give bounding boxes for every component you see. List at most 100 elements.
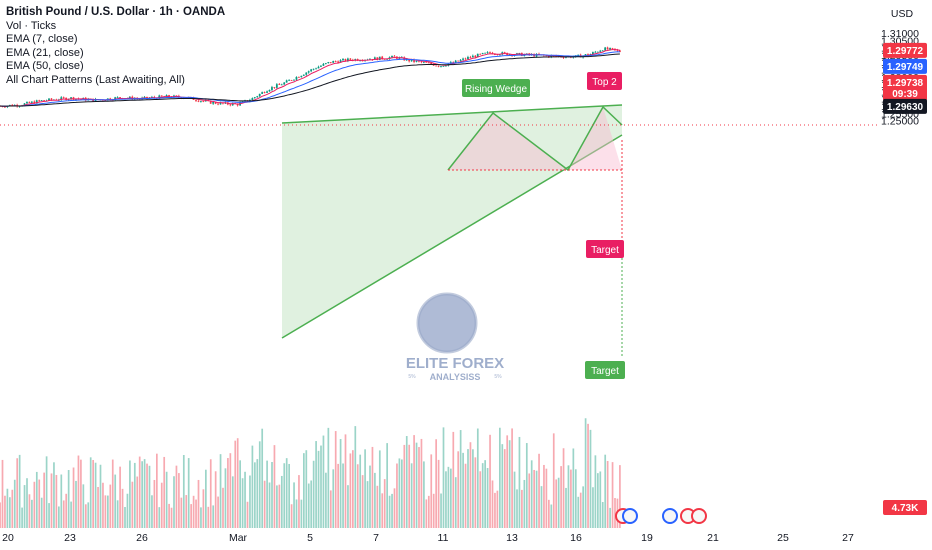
price-tick-label: 1.25000: [881, 116, 919, 128]
volume-bar: [479, 471, 482, 528]
flag-icon-us-2: [662, 508, 678, 524]
candle-body: [584, 54, 587, 56]
volume-bar: [0, 502, 1, 528]
indicator-ema7[interactable]: EMA (7, close): [6, 33, 78, 46]
indicator-ema50[interactable]: EMA (50, close): [6, 60, 84, 73]
candle-body: [457, 60, 460, 62]
candle-body: [339, 60, 342, 63]
time-tick-label: 25: [777, 532, 789, 544]
volume-bar: [114, 474, 117, 528]
time-tick-label: 13: [506, 532, 518, 544]
volume-bar: [381, 493, 384, 528]
candle-body: [587, 54, 589, 56]
candle-body: [596, 51, 599, 53]
volume-bar: [528, 473, 531, 528]
indicator-ema21[interactable]: EMA (21, close): [6, 46, 84, 59]
volume-bar: [276, 485, 278, 528]
watermark-logo-ring: [416, 292, 478, 354]
rising-wedge-label: [462, 79, 530, 97]
volume-bar: [391, 493, 393, 528]
volume-bar: [16, 458, 19, 528]
candle-body: [408, 58, 411, 62]
volume-bar: [38, 479, 41, 528]
volume-bar: [376, 485, 379, 528]
volume-bar: [315, 441, 317, 528]
volume-bar: [464, 463, 467, 528]
volume-bar: [592, 487, 594, 528]
volume-bar: [165, 471, 168, 528]
ema-lines: [0, 49, 621, 107]
candle-body: [312, 68, 315, 70]
candle-body: [8, 104, 11, 106]
volume-bar: [254, 462, 256, 528]
candle-body: [315, 68, 317, 70]
volume-bar: [50, 473, 53, 528]
time-axis[interactable]: 20 23 26 Mar 5 7 11 13 16 19 21 25 27: [2, 532, 854, 544]
candle-body: [391, 55, 393, 58]
volume-bar: [562, 448, 565, 528]
volume-bar: [107, 495, 109, 528]
volume-bar: [224, 468, 227, 528]
candle-body: [202, 101, 205, 103]
volume-bar: [23, 485, 26, 528]
candle-body: [307, 71, 310, 73]
volume-bar: [55, 474, 58, 528]
candle-body: [415, 60, 418, 62]
candle-body: [594, 51, 597, 53]
time-tick-label: 27: [842, 532, 854, 544]
volume-bar: [138, 456, 141, 528]
volume-bar: [462, 452, 464, 528]
volume-bar: [97, 486, 99, 528]
candle-body: [180, 97, 183, 99]
volume-bar: [283, 463, 286, 528]
volume-bar: [327, 427, 330, 528]
ema-50-line: [0, 53, 620, 107]
candle-body: [503, 52, 506, 54]
volume-bar: [11, 489, 14, 528]
volume-bar: [151, 495, 153, 528]
volume-bar: [217, 496, 219, 528]
volume-bar: [195, 499, 197, 528]
candle-countdown: 09:39: [892, 89, 918, 100]
volume-bar: [310, 480, 313, 528]
volume-bar: [457, 451, 460, 528]
volume-bar: [6, 488, 9, 528]
candle-body: [62, 97, 65, 99]
volume-bar: [290, 504, 293, 528]
volume-bar: [503, 449, 506, 528]
volume-bar: [513, 471, 516, 528]
candle-body: [23, 103, 26, 106]
watermark-logo-circle: [418, 294, 476, 352]
volume-bar: [80, 459, 82, 528]
candle-body: [327, 62, 330, 64]
candle-body: [219, 102, 222, 105]
candle-body: [268, 89, 271, 92]
volume-bar: [552, 433, 555, 528]
candle-body: [427, 62, 430, 64]
volume-bar: [246, 501, 249, 528]
candle-body: [334, 61, 337, 62]
volume-bar: [300, 499, 303, 528]
volume-bar: [84, 504, 87, 528]
symbol-title[interactable]: British Pound / U.S. Dollar · 1h · OANDA: [6, 6, 226, 18]
volume-bar: [342, 463, 344, 528]
volume-bar: [484, 460, 486, 528]
volume-bar: [454, 477, 457, 528]
volume-bar: [494, 492, 496, 528]
volume-bar: [401, 459, 403, 528]
indicator-patterns[interactable]: All Chart Patterns (Last Awaiting, All): [6, 73, 185, 86]
indicator-volume[interactable]: Vol · Ticks: [6, 19, 57, 32]
price-axis[interactable]: 1.310001.305001.300001.295001.290001.285…: [881, 28, 927, 515]
volume-bar: [614, 498, 616, 528]
volume-bar: [207, 506, 210, 528]
candle-body: [599, 50, 602, 52]
volume-bar: [337, 463, 339, 528]
volume-bar: [587, 423, 589, 528]
candle-body: [413, 59, 415, 62]
volume-bar: [75, 480, 77, 528]
candle-body: [437, 65, 440, 67]
candle-body: [212, 101, 215, 104]
candle-body: [302, 74, 305, 76]
candle-body: [275, 84, 278, 88]
